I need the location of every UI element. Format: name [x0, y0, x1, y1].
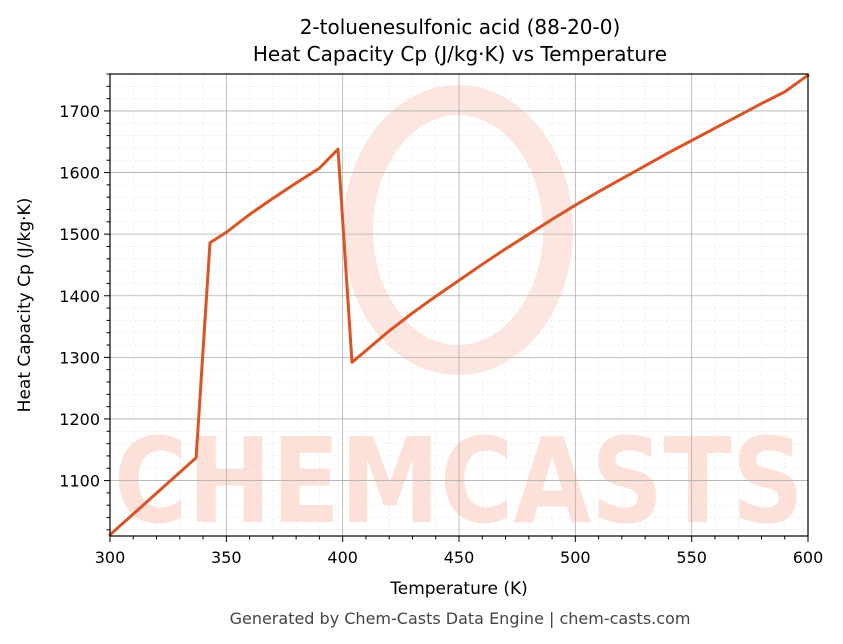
y-tick-label: 1500 — [59, 225, 100, 244]
y-tick-label: 1700 — [59, 102, 100, 121]
series-line-0 — [108, 73, 810, 537]
y-axis: 1100 1200 1300 1400 1500 1600 1700 — [59, 73, 110, 531]
x-tick-label: 400 — [327, 548, 358, 567]
grid-major — [109, 74, 809, 536]
x-tick-label: 450 — [444, 548, 475, 567]
chart-subtitle: Heat Capacity Cp (J/kg·K) vs Temperature — [253, 42, 667, 66]
x-axis: 300 350 400 450 500 550 600 — [95, 536, 824, 567]
series-layer — [108, 73, 810, 537]
y-tick-label: 1400 — [59, 287, 100, 306]
chart-title: 2-toluenesulfonic acid (88-20-0) — [300, 15, 621, 39]
x-axis-label: Temperature (K) — [389, 579, 528, 599]
x-tick-label: 350 — [211, 548, 242, 567]
watermark-swirl — [343, 85, 573, 375]
y-tick-label: 1300 — [59, 348, 100, 367]
y-axis-label: Heat Capacity Cp (J/kg·K) — [15, 198, 35, 413]
x-tick-label: 500 — [560, 548, 591, 567]
x-tick-label: 300 — [95, 548, 126, 567]
y-tick-label: 1200 — [59, 410, 100, 429]
footer-credit: Generated by Chem-Casts Data Engine | ch… — [230, 609, 691, 628]
x-tick-label: 550 — [676, 548, 707, 567]
x-tick-label: 600 — [793, 548, 824, 567]
y-tick-label: 1100 — [59, 472, 100, 491]
y-tick-label: 1600 — [59, 164, 100, 183]
